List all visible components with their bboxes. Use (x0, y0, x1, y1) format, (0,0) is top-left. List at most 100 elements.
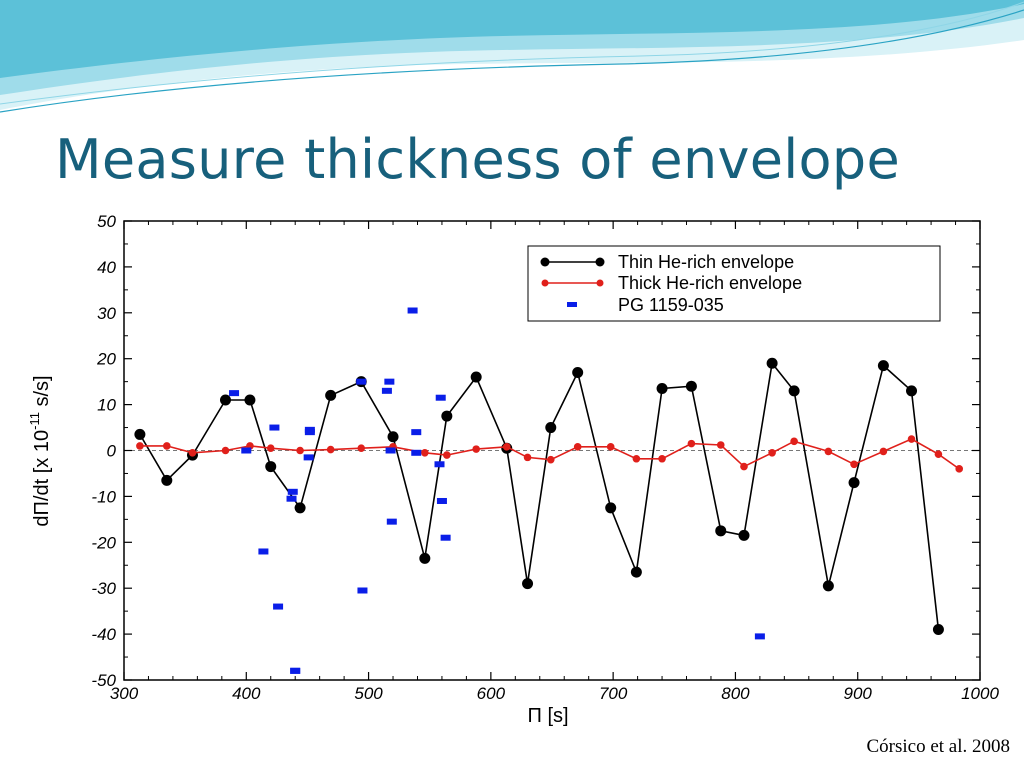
y-tick-label: -50 (91, 671, 116, 690)
thin-he-rich-envelope-point (630, 566, 642, 578)
y-tick-label: 30 (97, 304, 116, 323)
thin-he-rich-envelope-point (822, 580, 834, 592)
pg-1159-035-point (436, 497, 447, 504)
x-tick-label: 400 (232, 684, 261, 703)
thick-he-rich-envelope-point (136, 442, 144, 450)
thin-he-rich-envelope-point (244, 394, 256, 406)
thin-he-rich-envelope-point (265, 461, 277, 473)
y-tick-label: -10 (91, 487, 116, 506)
pg-1159-035-point (229, 390, 240, 397)
thick-he-rich-envelope-point (221, 446, 230, 455)
legend-marker-pg (567, 302, 577, 307)
pg-1159-035-point (286, 495, 297, 502)
thick-he-rich-envelope-point (357, 444, 366, 453)
y-tick-label: 20 (96, 350, 116, 369)
thick-he-rich-envelope-point (326, 445, 335, 454)
thick-he-rich-envelope-point (687, 439, 696, 448)
thin-he-rich-envelope-point (848, 477, 860, 489)
thin-he-rich-envelope-point (656, 383, 668, 395)
pg-1159-035-point (356, 378, 367, 385)
x-axis-label: Π [s] (527, 705, 568, 727)
header-wave-decoration (0, 0, 1024, 113)
thin-he-rich-envelope-point (685, 380, 697, 392)
y-axis-label-unit: s/s] (31, 375, 53, 412)
thin-he-rich-envelope-point (441, 410, 453, 422)
wave-dark-band (0, 0, 1024, 78)
thick-he-rich-envelope-point (850, 460, 858, 469)
thin-he-rich-envelope-point (545, 422, 557, 434)
pg-1159-035-point (435, 394, 446, 401)
thick-he-rich-envelope-point (502, 443, 511, 451)
thick-he-rich-envelope-point (768, 448, 776, 457)
thick-he-rich-envelope-point (824, 447, 833, 456)
pg-1159-035-point (290, 667, 301, 674)
y-tick-label: 40 (97, 258, 116, 277)
pg-1159-035-point (386, 518, 397, 525)
pg-1159-035-point (269, 424, 280, 431)
legend-label-pg: PG 1159-035 (618, 295, 724, 315)
legend-marker-thick (541, 279, 549, 287)
thick-he-rich-envelope-point (658, 454, 666, 463)
thick-he-rich-envelope-point (546, 455, 555, 464)
thick-he-rich-envelope-point (716, 441, 725, 449)
x-tick-label: 500 (354, 684, 383, 703)
thin-he-rich-envelope-point (325, 389, 337, 401)
thick-he-rich-envelope-point (907, 435, 916, 443)
pg-1159-035-point (440, 534, 451, 541)
thick-he-rich-envelope-point (163, 442, 171, 450)
thin-he-rich-envelope-point (932, 624, 944, 636)
pg-1159-035-point (411, 429, 422, 436)
thin-he-rich-envelope-point (134, 428, 146, 440)
pg-1159-035-point (287, 488, 298, 495)
pg-1159-035-point (241, 447, 252, 454)
pg-1159-035-point (754, 633, 765, 640)
thin-he-rich-envelope-point (738, 529, 750, 541)
thin-he-rich-envelope-point (572, 366, 584, 378)
legend-marker-thick (596, 279, 604, 287)
thick-he-rich-envelope-point (188, 448, 197, 457)
thin-he-rich-envelope-point (715, 525, 727, 537)
legend: Thin He-rich envelope Thick He-rich enve… (527, 245, 941, 322)
y-tick-label: -20 (91, 533, 116, 552)
thin-he-rich-envelope-point (877, 360, 889, 372)
pg-1159-035-point (258, 548, 269, 555)
pg-1159-035-point (303, 454, 314, 461)
thick-he-rich-envelope-point (606, 443, 615, 451)
legend-label-thin: Thin He-rich envelope (618, 252, 794, 272)
thick-he-rich-envelope-point (266, 444, 275, 453)
slide-title: Measure thickness of envelope (55, 128, 900, 191)
thick-he-rich-envelope-point (879, 447, 888, 456)
thin-he-rich-envelope-point (470, 371, 482, 383)
thick-he-rich-envelope-point (934, 450, 943, 458)
y-tick-label: 0 (107, 442, 117, 461)
y-axis-label: dΠ/dt [x 10-11 s/s] (27, 375, 53, 526)
thick-he-rich-envelope-point (573, 443, 582, 451)
thin-he-rich-envelope-point (419, 552, 431, 564)
pg-1159-035-point (411, 449, 422, 456)
y-axis-label-exponent: -11 (27, 412, 42, 430)
thick-he-rich-envelope-point (472, 445, 480, 453)
legend-marker-thin (595, 257, 605, 267)
x-tick-label: 800 (721, 684, 750, 703)
x-tick-label: 900 (844, 684, 873, 703)
thick-he-rich-envelope-point (523, 453, 532, 462)
citation: Córsico et al. 2008 (866, 736, 1010, 757)
thick-he-rich-envelope-point (443, 451, 451, 459)
thick-he-rich-envelope-point (632, 454, 641, 463)
thin-he-rich-envelope-point (219, 394, 231, 406)
thin-he-rich-envelope-point (161, 474, 173, 486)
thick-he-rich-envelope-point (955, 465, 964, 473)
pg-1159-035-point (407, 307, 418, 314)
pg-1159-035-point (434, 461, 445, 468)
thin-he-rich-envelope-point (605, 502, 617, 514)
y-axis-label-main: dΠ/dt [x 10 (31, 430, 53, 527)
thin-he-rich-envelope-point (387, 431, 399, 443)
y-tick-label: -40 (91, 625, 116, 644)
chart: 300 400 500 600 700 800 900 1000-50-40-30-20-10… (27, 212, 999, 727)
thin-he-rich-envelope-point (788, 385, 800, 397)
legend-marker-thin (540, 257, 550, 267)
pg-1159-035-point (304, 429, 315, 436)
x-tick-label: 300 (110, 684, 139, 703)
thin-he-rich-envelope-point (766, 357, 778, 369)
thick-he-rich-envelope-point (790, 437, 798, 446)
